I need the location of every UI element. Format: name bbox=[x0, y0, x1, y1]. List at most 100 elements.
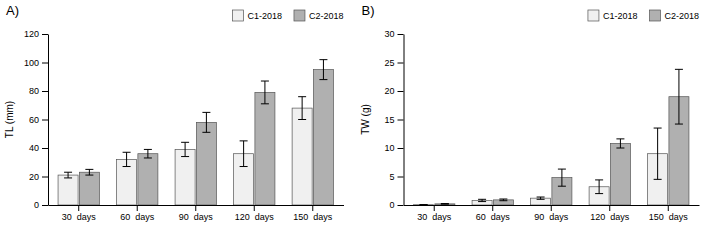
bar bbox=[79, 172, 99, 205]
error-bar-cap bbox=[181, 156, 189, 157]
axis-line bbox=[48, 35, 49, 206]
error-bar-cap bbox=[595, 193, 603, 194]
tick-mark bbox=[42, 177, 48, 178]
tick-label: 20 bbox=[29, 172, 39, 182]
tick-mark bbox=[42, 63, 48, 64]
tick-label: 25 bbox=[384, 58, 394, 68]
legend-swatch bbox=[588, 10, 599, 21]
tick-label: 120 bbox=[24, 29, 39, 39]
error-bar-cap bbox=[675, 69, 683, 70]
y-axis: 051015202530 bbox=[384, 29, 404, 210]
error-bar-cap bbox=[537, 197, 545, 198]
legend: C1-2018C2-2018 bbox=[232, 10, 343, 21]
error-bar bbox=[499, 199, 507, 201]
error-bar bbox=[675, 69, 683, 124]
x-tick: 90 days bbox=[179, 205, 214, 222]
error-bar-cap bbox=[441, 203, 449, 204]
error-bar-stem bbox=[264, 81, 265, 104]
x-tick: 120 days bbox=[590, 205, 630, 222]
tick-mark bbox=[42, 34, 48, 35]
error-bar-cap bbox=[478, 199, 486, 200]
error-bar-cap bbox=[298, 96, 306, 97]
y-tick: 30 bbox=[384, 29, 403, 39]
legend-item: C1-2018 bbox=[588, 10, 638, 21]
tick-mark bbox=[668, 205, 669, 211]
error-bars bbox=[441, 69, 683, 204]
panel: 05101520253030 days60 days90 days120 day… bbox=[360, 3, 700, 222]
error-bar bbox=[181, 142, 189, 156]
tick-label: 30 days bbox=[417, 212, 452, 222]
error-bar-cap bbox=[202, 112, 210, 113]
tick-label: 40 bbox=[29, 143, 39, 153]
error-bar-cap bbox=[144, 157, 152, 158]
tick-label: 30 days bbox=[62, 212, 97, 222]
error-bar-stem bbox=[302, 97, 303, 120]
error-bar-cap bbox=[85, 169, 93, 170]
error-bar bbox=[478, 199, 486, 201]
tick-label: 15 bbox=[384, 115, 394, 125]
y-tick: 20 bbox=[384, 86, 403, 96]
error-bar-cap bbox=[537, 199, 545, 200]
y-tick: 60 bbox=[29, 115, 48, 125]
error-bar bbox=[202, 112, 210, 132]
bar bbox=[472, 200, 492, 205]
title: A) bbox=[6, 3, 19, 18]
error-bar bbox=[298, 97, 306, 120]
error-bar-cap bbox=[441, 204, 449, 205]
error-bar bbox=[420, 204, 428, 205]
x-tick: 150 days bbox=[293, 205, 333, 222]
tick-label: 10 bbox=[384, 143, 394, 153]
x-axis: 30 days60 days90 days120 days150 days bbox=[404, 205, 700, 222]
error-bar-stem bbox=[206, 112, 207, 132]
error-bar-cap bbox=[499, 199, 507, 200]
error-bar bbox=[144, 149, 152, 158]
y-axis: 020406080100120 bbox=[24, 29, 49, 210]
error-bar-cap bbox=[261, 103, 269, 104]
tick-mark bbox=[42, 148, 48, 149]
y-tick: 15 bbox=[384, 115, 403, 125]
x-tick: 120 days bbox=[235, 205, 275, 222]
tick-label: 30 bbox=[384, 29, 394, 39]
tick-mark bbox=[137, 205, 138, 211]
error-bar bbox=[85, 169, 93, 175]
legend-item: C2-2018 bbox=[294, 10, 344, 21]
error-bar-cap bbox=[240, 166, 248, 167]
y-tick: 20 bbox=[29, 172, 48, 182]
legend-swatch bbox=[232, 10, 243, 21]
error-bar-cap bbox=[123, 166, 131, 167]
tick-mark bbox=[398, 177, 404, 178]
tick-mark bbox=[42, 205, 48, 206]
tick-mark bbox=[398, 91, 404, 92]
error-bar bbox=[616, 139, 624, 148]
error-bar-cap bbox=[654, 128, 662, 129]
legend-item: C2-2018 bbox=[649, 10, 699, 21]
error-bar-stem bbox=[89, 169, 90, 175]
tick-mark bbox=[42, 120, 48, 121]
bar bbox=[58, 175, 78, 205]
legend: C1-2018 C2-2018 bbox=[588, 10, 699, 21]
error-bars bbox=[85, 60, 327, 175]
error-bar bbox=[558, 169, 566, 186]
error-bar-cap bbox=[123, 152, 131, 153]
tick-mark bbox=[312, 205, 313, 211]
error-bar-cap bbox=[558, 169, 566, 170]
x-tick: 60 days bbox=[120, 205, 155, 222]
error-bar-stem bbox=[657, 128, 658, 179]
tick-mark bbox=[492, 205, 493, 211]
error-bar-cap bbox=[261, 81, 269, 82]
error-bar-cap bbox=[64, 172, 72, 173]
error-bar-cap bbox=[319, 59, 327, 60]
bar bbox=[292, 108, 312, 205]
tick-label: 20 bbox=[384, 86, 394, 96]
error-bar-stem bbox=[620, 139, 621, 148]
bar bbox=[493, 200, 513, 205]
error-bar-cap bbox=[616, 138, 624, 139]
title: B) bbox=[362, 3, 375, 18]
y-tick: 0 bbox=[34, 200, 48, 210]
error-bar-cap bbox=[298, 119, 306, 120]
series bbox=[79, 70, 333, 205]
legend-swatch bbox=[649, 10, 660, 21]
bar bbox=[138, 154, 158, 205]
x-tick: 30 days bbox=[62, 205, 97, 222]
error-bar-cap bbox=[616, 148, 624, 149]
